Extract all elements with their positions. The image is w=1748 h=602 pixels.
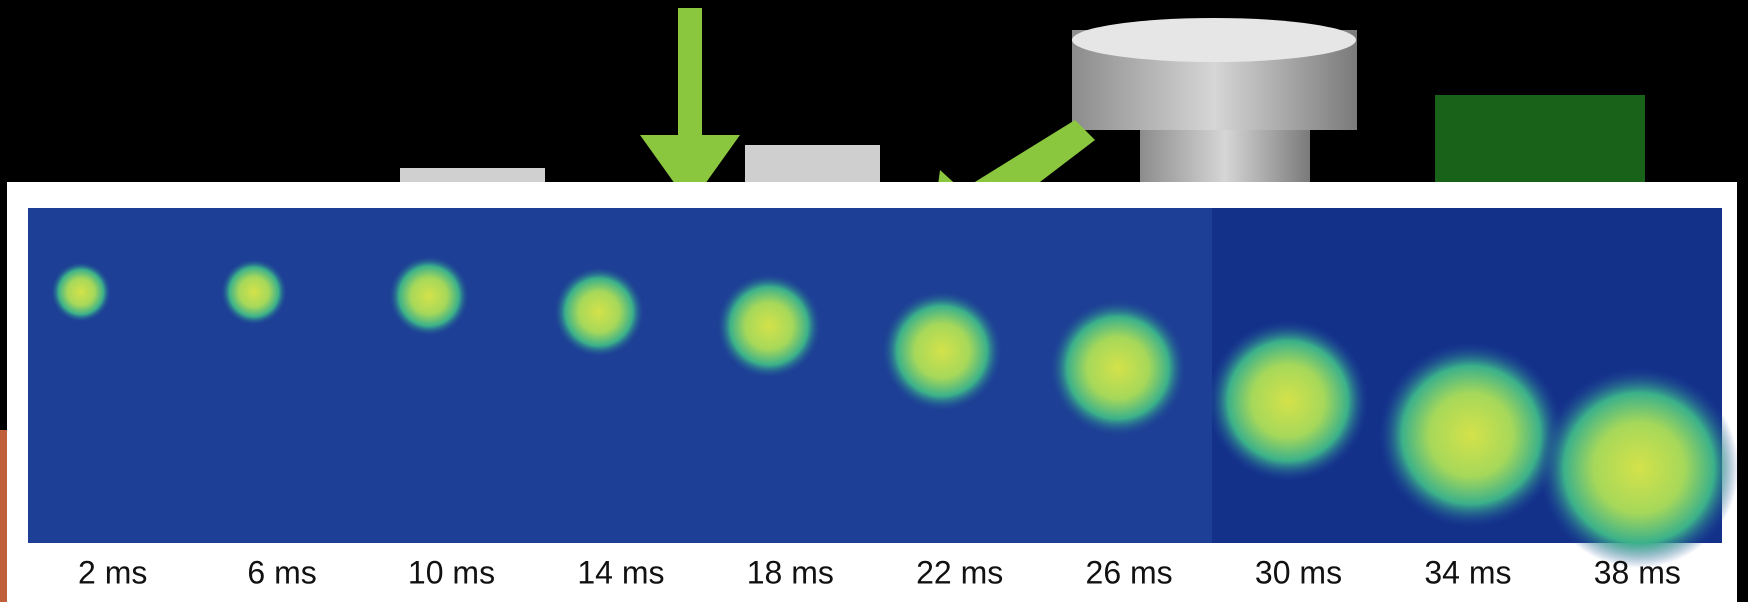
droplet bbox=[51, 262, 111, 322]
droplet bbox=[717, 274, 821, 378]
flange-top bbox=[1072, 18, 1356, 62]
droplet bbox=[1208, 321, 1368, 481]
droplet bbox=[1050, 300, 1186, 436]
frame-label: 18 ms bbox=[747, 554, 834, 590]
droplet bbox=[554, 267, 644, 357]
frame-label: 6 ms bbox=[247, 554, 316, 590]
scene: 2 ms 6 ms 10 ms 14 ms 18 ms 22 ms 26 ms 30 ms 34… bbox=[0, 0, 1748, 602]
droplet bbox=[389, 256, 469, 336]
frame-label: 22 ms bbox=[916, 554, 1003, 590]
frame-label: 30 ms bbox=[1255, 554, 1342, 590]
laser-sheet bbox=[1435, 95, 1645, 185]
arrow bbox=[640, 8, 740, 205]
droplet bbox=[1379, 343, 1563, 527]
frame-label: 2 ms bbox=[78, 554, 147, 590]
frame-label: 10 ms bbox=[408, 554, 495, 590]
frame-label: 14 ms bbox=[577, 554, 664, 590]
frame-label: 34 ms bbox=[1424, 554, 1511, 590]
page: 2 ms 6 ms 10 ms 14 ms 18 ms 22 ms 26 ms 30 ms 34… bbox=[0, 0, 1748, 602]
flange-stem bbox=[1140, 130, 1310, 190]
frame-label: 26 ms bbox=[1086, 554, 1173, 590]
frame-label: 38 ms bbox=[1594, 554, 1681, 590]
droplet bbox=[882, 291, 1002, 411]
droplet bbox=[1539, 368, 1739, 568]
droplet bbox=[221, 259, 287, 325]
